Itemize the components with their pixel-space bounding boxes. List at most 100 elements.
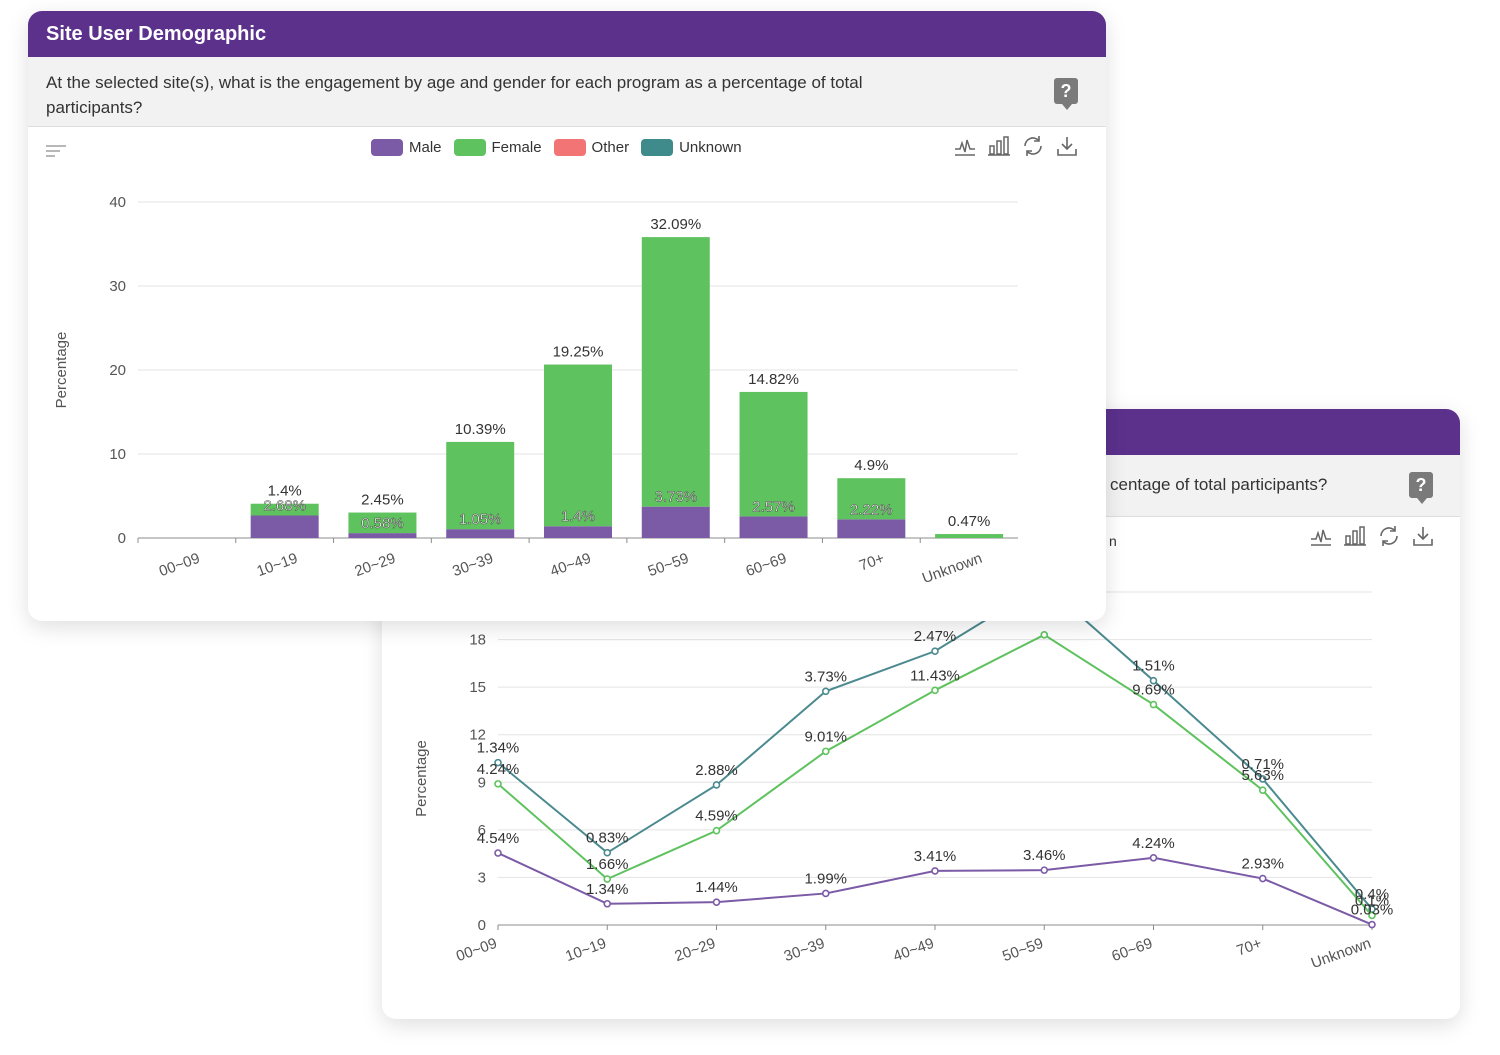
point-male bbox=[821, 889, 830, 898]
point-label-male: 1.99% bbox=[804, 870, 847, 887]
point-male bbox=[494, 849, 502, 857]
toolbox bbox=[953, 134, 1089, 158]
point-label-male: 4.24% bbox=[1132, 835, 1175, 852]
point-label-female: 9.69% bbox=[1132, 682, 1175, 699]
point-male bbox=[712, 898, 721, 906]
refresh-icon[interactable] bbox=[1021, 134, 1045, 158]
question-text: At the selected site(s), what is the eng… bbox=[46, 73, 863, 117]
y-tick-label: 0 bbox=[478, 917, 486, 934]
point-label-unknown: 1.34% bbox=[477, 740, 520, 757]
point-unknown bbox=[494, 758, 502, 767]
point-label-male: 1.44% bbox=[695, 879, 738, 896]
bar-chart-icon[interactable] bbox=[1343, 524, 1367, 548]
point-label-unknown: 2.47% bbox=[914, 628, 957, 645]
line-chart-icon[interactable] bbox=[953, 134, 977, 158]
legend-label: Unknown bbox=[679, 139, 742, 156]
download-icon[interactable] bbox=[1055, 134, 1079, 158]
x-tick-label: 50~59 bbox=[646, 550, 691, 580]
point-label-unknown: 1.51% bbox=[1132, 658, 1175, 675]
bar-label-male: 0.58% bbox=[361, 515, 404, 532]
bar-chart-icon[interactable] bbox=[987, 134, 1011, 158]
point-label-male: 2.93% bbox=[1241, 856, 1284, 873]
bar-label-female: 1.4% bbox=[268, 483, 302, 500]
bar-female bbox=[446, 441, 515, 530]
bar-male bbox=[348, 533, 417, 538]
filter-icon[interactable] bbox=[46, 145, 66, 159]
point-label-female: 4.59% bbox=[695, 808, 738, 825]
point-unknown bbox=[603, 848, 612, 857]
point-female bbox=[931, 686, 939, 695]
refresh-icon[interactable] bbox=[1377, 524, 1401, 548]
point-female bbox=[1258, 786, 1267, 795]
bar-male bbox=[739, 516, 808, 538]
point-male bbox=[931, 867, 939, 875]
bar-label-female: 32.09% bbox=[650, 216, 701, 233]
line-card-legend-fragment: n bbox=[1109, 533, 1117, 549]
x-tick-label: 70+ bbox=[1234, 935, 1264, 960]
point-male bbox=[603, 899, 612, 908]
point-female bbox=[1149, 700, 1158, 709]
bar-male bbox=[544, 526, 612, 538]
bar-female bbox=[837, 478, 906, 520]
y-tick-label: 20 bbox=[109, 362, 126, 379]
bar-label-female: 4.9% bbox=[854, 457, 888, 474]
point-label-female: 1.66% bbox=[586, 856, 629, 873]
x-tick-label: Unknown bbox=[920, 550, 985, 587]
legend-item-unknown[interactable]: Unknown bbox=[641, 139, 742, 156]
bar-chart-card: Site User Demographic At the selected si… bbox=[28, 11, 1106, 621]
x-tick-label: 60~69 bbox=[744, 550, 789, 580]
line-card-toolbox bbox=[1309, 524, 1445, 548]
point-label-female: 4.24% bbox=[477, 761, 520, 778]
download-icon[interactable] bbox=[1411, 524, 1435, 548]
legend-label: Female bbox=[491, 139, 542, 156]
y-tick-label: 15 bbox=[469, 679, 486, 696]
point-label-female: 11.43% bbox=[910, 667, 960, 684]
point-female bbox=[603, 875, 612, 883]
help-icon[interactable]: ? bbox=[1409, 472, 1433, 504]
bar-female bbox=[348, 512, 417, 534]
bar-label-female: 10.39% bbox=[455, 421, 506, 438]
point-male bbox=[1149, 853, 1158, 862]
legend-swatch bbox=[453, 139, 486, 156]
point-label-male: 3.46% bbox=[1023, 847, 1066, 864]
line-chart: 0 3 6 9 12 15 18 Percentage 00~09 10~19 20~29 30~39… bbox=[413, 580, 1393, 972]
legend-item-female[interactable]: Female bbox=[453, 139, 542, 156]
x-tick-label: 70+ bbox=[857, 550, 887, 575]
x-tick-label: 20~29 bbox=[672, 935, 717, 965]
point-unknown bbox=[712, 781, 721, 789]
point-label-male: 1.34% bbox=[586, 881, 629, 898]
point-female bbox=[494, 780, 502, 788]
legend-label: Male bbox=[409, 139, 442, 156]
point-female bbox=[712, 826, 721, 835]
y-axis-title: Percentage bbox=[53, 332, 70, 409]
y-tick-label: 40 bbox=[109, 194, 126, 211]
point-label-unknown: 0.83% bbox=[586, 830, 629, 847]
point-label-female: 5.63% bbox=[1241, 767, 1284, 784]
x-tick-label: 30~39 bbox=[782, 935, 827, 965]
point-label-male: 3.41% bbox=[914, 848, 957, 865]
bar-label-male: 1.05% bbox=[459, 511, 502, 528]
bar-label-male: 3.73% bbox=[655, 489, 698, 506]
y-tick-label: 3 bbox=[478, 869, 486, 886]
x-tick-label: 00~09 bbox=[454, 935, 499, 965]
legend: Male Female Other Unknown bbox=[371, 139, 754, 156]
x-tick-label: Unknown bbox=[1309, 935, 1374, 972]
x-tick-label: 40~49 bbox=[891, 935, 936, 965]
legend-item-male[interactable]: Male bbox=[371, 139, 442, 156]
line-card-question-text: centage of total participants? bbox=[1110, 475, 1328, 494]
point-label-female: 0.1% bbox=[1355, 892, 1389, 909]
legend-item-other[interactable]: Other bbox=[553, 139, 629, 156]
y-tick-label: 0 bbox=[118, 530, 126, 547]
point-label-unknown: 3.73% bbox=[804, 668, 847, 685]
y-tick-label: 30 bbox=[109, 278, 126, 295]
x-tick-label: 00~09 bbox=[157, 550, 202, 580]
bar-label-male: 2.57% bbox=[752, 498, 795, 515]
line-chart-icon[interactable] bbox=[1309, 524, 1333, 548]
point-unknown bbox=[1258, 775, 1267, 783]
point-male bbox=[1368, 920, 1376, 929]
bar-female bbox=[250, 503, 319, 516]
y-tick-label: 12 bbox=[469, 727, 486, 744]
help-icon[interactable]: ? bbox=[1054, 78, 1078, 110]
y-tick-label: 18 bbox=[469, 632, 486, 649]
bar-female bbox=[544, 364, 612, 527]
